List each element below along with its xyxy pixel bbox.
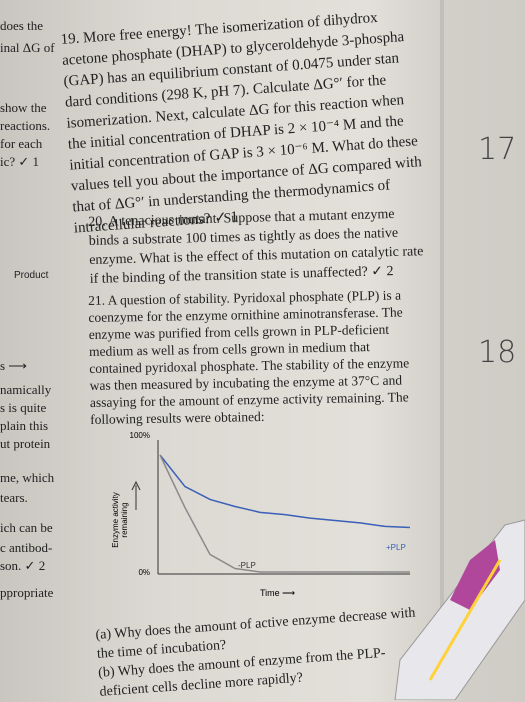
y-arrow-head: [131, 480, 141, 491]
margin-text: son. ✓ 2: [0, 558, 46, 573]
y-tick-label: 100%: [130, 431, 150, 440]
margin-text: for each: [0, 136, 43, 151]
margin-text: namically: [0, 382, 52, 397]
margin-text: show the: [0, 100, 47, 115]
handwritten-score: 17: [478, 132, 517, 167]
pen-body: [394, 519, 525, 700]
x-axis-label: Time ⟶: [260, 588, 295, 598]
margin-text: ic? ✓ 1: [0, 154, 40, 169]
chart: 100% 0% Enzyme activity remaining Time ⟶ +PLP…: [111, 431, 411, 598]
handwritten-score: 18: [478, 335, 517, 370]
margin-text: ppropriate: [0, 585, 54, 600]
margin-text: ich can be: [0, 520, 53, 535]
series-line: [159, 454, 410, 573]
margin-text: does the: [0, 18, 43, 33]
margin-text: Product: [14, 270, 49, 281]
margin-text: ut protein: [0, 436, 51, 451]
crease: [440, 0, 444, 700]
legend-label: +PLP: [386, 543, 406, 552]
margin-text: inal ΔG of: [0, 40, 55, 55]
margin-text: c antibod-: [0, 540, 53, 555]
series-line: [159, 454, 411, 529]
pen-band: [450, 540, 500, 610]
y-axis-label: Enzyme activity: [111, 492, 120, 548]
margin-text: s is quite: [0, 400, 47, 415]
y-axis-label: remaining: [120, 502, 129, 537]
y-tick-label: 0%: [138, 568, 150, 577]
pen-stripe: [428, 559, 502, 681]
margin-text: reactions.: [0, 118, 51, 133]
margin-text: me, which: [0, 470, 55, 485]
margin-text: tears.: [0, 490, 28, 505]
margin-text: s ⟶: [0, 358, 27, 373]
margin-text: plain this: [0, 418, 49, 433]
legend-label: -PLP: [238, 561, 256, 570]
